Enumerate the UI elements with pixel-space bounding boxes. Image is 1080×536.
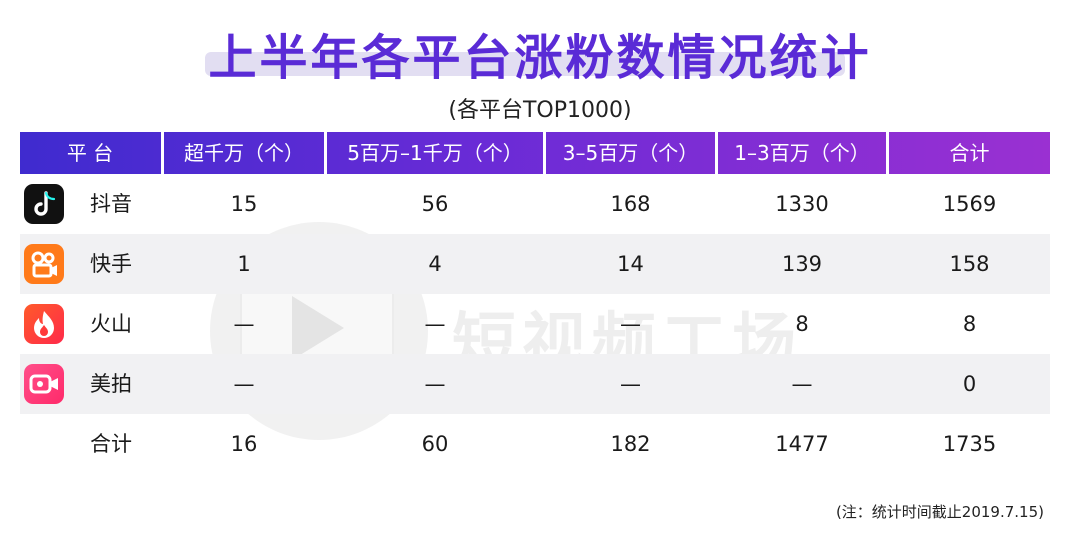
title-highlight — [205, 52, 845, 76]
value-5m-10m: 4 — [428, 252, 442, 276]
header-divider — [161, 132, 164, 174]
value-over-10m: 16 — [230, 432, 258, 456]
kuaishou-icon — [24, 244, 64, 284]
page-subtitle: (各平台TOP1000) — [448, 98, 632, 123]
value-total: 8 — [962, 312, 977, 336]
value-5m-10m: — — [424, 312, 446, 336]
value-total: 1569 — [942, 192, 997, 216]
header-divider — [715, 132, 718, 174]
value-5m-10m: 60 — [421, 432, 449, 456]
value-over-10m: — — [233, 372, 255, 396]
title-block: 上半年各平台涨粉数情况统计 — [0, 18, 1080, 88]
value-3m-5m: 168 — [610, 192, 651, 216]
page-title: 上半年各平台涨粉数情况统计 — [208, 30, 872, 86]
header-3m-5m: 3–5百万（个） — [562, 141, 699, 165]
watermark-play-icon — [292, 296, 344, 360]
meipai-icon — [24, 364, 64, 404]
value-5m-10m: 56 — [421, 192, 449, 216]
huoshan-icon — [24, 304, 64, 344]
value-1m-3m: — — [791, 372, 813, 396]
header-over-10m: 超千万（个） — [184, 141, 304, 165]
value-3m-5m: 182 — [610, 432, 651, 456]
platform-name: 快手 — [90, 252, 132, 276]
total-label: 合计 — [90, 432, 132, 456]
stats-table: 平 台 超千万（个） 5百万–1千万（个） 3–5百万（个） 1–3百万（个） … — [20, 132, 1050, 474]
value-5m-10m: — — [424, 372, 446, 396]
table-header: 平 台 超千万（个） 5百万–1千万（个） 3–5百万（个） 1–3百万（个） … — [20, 132, 1050, 174]
header-total: 合计 — [949, 141, 990, 165]
header-platform: 平 台 — [66, 141, 114, 165]
platform-name: 火山 — [90, 312, 132, 336]
table-row: 火山 — — — 8 8 — [20, 294, 1050, 354]
header-divider — [324, 132, 327, 174]
header-5m-10m: 5百万–1千万（个） — [347, 141, 523, 165]
value-3m-5m: 14 — [617, 252, 644, 276]
table-row: 抖音 15 56 168 1330 1569 — [20, 174, 1050, 234]
value-over-10m: — — [233, 312, 255, 336]
table-row: 快手 1 4 14 139 158 — [20, 234, 1050, 294]
value-over-10m: 15 — [230, 192, 258, 216]
value-3m-5m: — — [620, 312, 641, 336]
header-divider — [543, 132, 546, 174]
value-1m-3m: 1330 — [775, 192, 829, 216]
table-row: 美拍 — — — — 0 — [20, 354, 1050, 414]
value-total: 0 — [962, 372, 977, 396]
platform-name: 美拍 — [90, 372, 132, 396]
platform-name: 抖音 — [90, 192, 132, 216]
value-1m-3m: 8 — [795, 312, 809, 336]
value-1m-3m: 1477 — [775, 432, 829, 456]
footnote: (注：统计时间截止2019.7.15) — [835, 503, 1044, 521]
value-total: 1735 — [942, 432, 997, 456]
value-3m-5m: — — [620, 372, 641, 396]
douyin-icon — [24, 184, 64, 224]
value-1m-3m: 139 — [781, 252, 823, 276]
header-1m-3m: 1–3百万（个） — [734, 141, 870, 165]
header-divider — [886, 132, 889, 174]
table-row-total: 合计 16 60 182 1477 1735 — [20, 414, 1050, 474]
value-over-10m: 1 — [237, 252, 251, 276]
value-total: 158 — [949, 252, 990, 276]
